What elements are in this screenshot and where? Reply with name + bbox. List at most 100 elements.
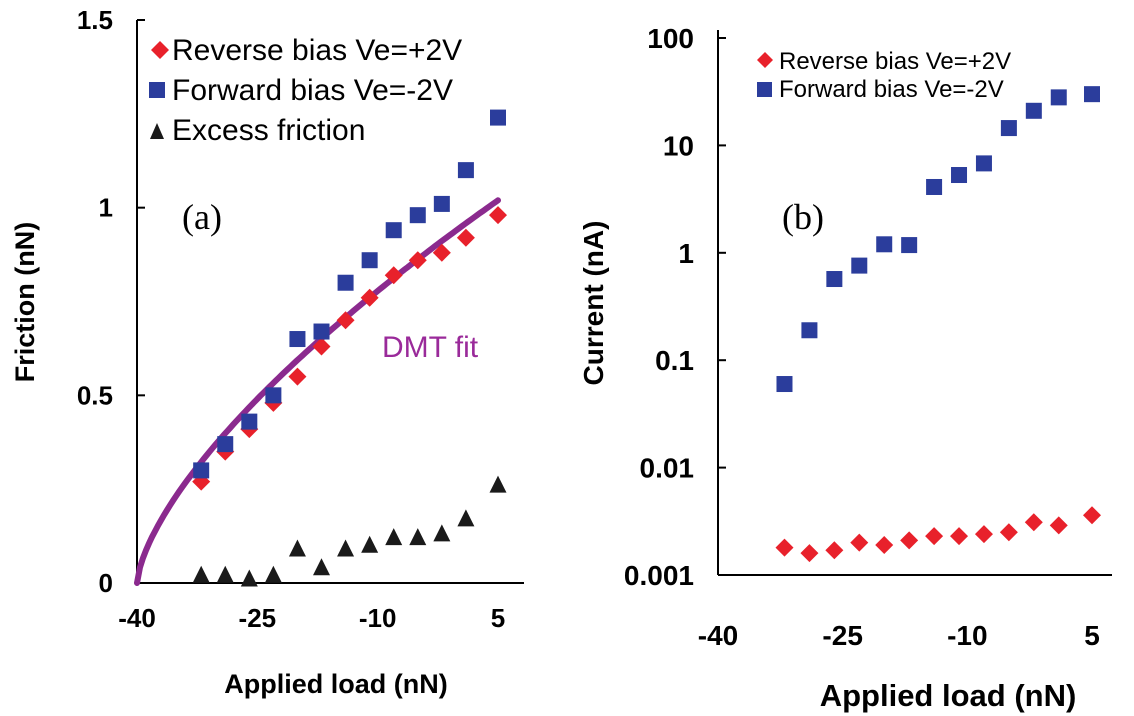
x-tick-label: -25: [239, 603, 277, 633]
x-tick-label: -25: [822, 620, 862, 651]
point-forward-bias: [1050, 89, 1067, 106]
point-reverse-bias: [489, 206, 507, 225]
point-forward-bias: [801, 322, 818, 339]
point-forward-bias: [217, 436, 234, 453]
point-excess-friction: [264, 565, 282, 583]
legend-marker-forward: [757, 82, 772, 97]
point-excess-friction: [337, 539, 355, 557]
y-tick-label: 0.1: [655, 345, 694, 376]
point-excess-friction: [489, 475, 507, 493]
x-axis-label: Applied load (nN): [820, 678, 1077, 713]
point-reverse-bias: [1024, 513, 1043, 532]
point-forward-bias: [951, 167, 968, 184]
x-tick-label: -10: [359, 603, 397, 633]
point-reverse-bias: [408, 251, 427, 270]
point-forward-bias: [241, 413, 258, 430]
panel-b: 0.001 0.01 0.1 1 10 100 -40 -25 -10 5 Current (n…: [578, 23, 1112, 713]
point-reverse-bias: [974, 525, 993, 544]
point-forward-bias: [313, 323, 330, 340]
point-reverse-bias: [336, 311, 355, 330]
x-axis-label: Applied load (nN): [224, 669, 447, 699]
point-excess-friction: [361, 535, 379, 553]
point-forward-bias: [1084, 86, 1100, 103]
y-tick-label: 0.001: [624, 560, 694, 591]
point-forward-bias: [901, 237, 918, 254]
point-reverse-bias: [456, 228, 475, 247]
y-tick-label: 1.5: [77, 5, 113, 35]
y-tick-label: 0.01: [640, 453, 695, 484]
data-points-group: [775, 86, 1101, 563]
point-excess-friction: [433, 524, 451, 542]
point-reverse-bias: [432, 243, 451, 262]
point-forward-bias: [1000, 120, 1017, 137]
x-tick-label: -40: [698, 620, 738, 651]
legend-marker-forward: [149, 82, 165, 98]
point-forward-bias: [490, 109, 506, 126]
point-forward-bias: [975, 155, 992, 172]
point-reverse-bias: [999, 523, 1018, 542]
point-excess-friction: [216, 565, 234, 583]
panel-a: 0 0.5 1 1.5 -40 -25 -10 5 Friction (nN) Applie…: [10, 5, 524, 699]
point-forward-bias: [361, 252, 378, 269]
point-reverse-bias: [775, 538, 794, 557]
point-reverse-bias: [312, 337, 331, 356]
point-reverse-bias: [950, 527, 969, 546]
x-tick-group: -40 -25 -10 5: [118, 603, 505, 633]
y-axis-label: Friction (nN): [10, 222, 40, 382]
point-forward-bias: [337, 274, 354, 291]
legend-label-forward: Forward bias Ve=-2V: [779, 76, 1004, 103]
point-excess-friction: [313, 558, 331, 576]
point-excess-friction: [457, 509, 475, 527]
point-reverse-bias: [825, 541, 844, 560]
y-tick-group: 0 0.5 1 1.5: [77, 5, 145, 598]
point-reverse-bias: [900, 531, 919, 550]
point-reverse-bias: [800, 544, 819, 563]
point-forward-bias: [826, 271, 843, 288]
point-reverse-bias: [1083, 506, 1101, 525]
legend-label-reverse: Reverse bias Ve=+2V: [172, 34, 462, 67]
point-forward-bias: [265, 387, 282, 404]
legend-marker-excess: [150, 123, 164, 139]
point-forward-bias: [926, 178, 943, 195]
point-excess-friction: [192, 565, 210, 583]
point-reverse-bias: [288, 367, 307, 386]
panel-label: (a): [182, 197, 222, 237]
fit-label: DMT fit: [382, 331, 479, 364]
point-forward-bias: [1025, 102, 1042, 119]
legend: Reverse bias Ve=+2V Forward bias Ve=-2V …: [149, 34, 462, 147]
y-tick-group: 0.001 0.01 0.1 1 10 100: [624, 23, 726, 591]
data-points-group: [192, 109, 507, 587]
point-forward-bias: [385, 222, 402, 239]
legend-label-reverse: Reverse bias Ve=+2V: [779, 48, 1011, 75]
point-reverse-bias: [925, 527, 944, 546]
point-reverse-bias: [850, 533, 869, 552]
legend: Reverse bias Ve=+2V Forward bias Ve=-2V: [757, 48, 1011, 103]
x-tick-group: -40 -25 -10 5: [698, 620, 1100, 651]
y-tick-label: 0: [99, 568, 113, 598]
x-tick-label: -40: [118, 603, 156, 633]
y-tick-label: 1: [678, 238, 694, 269]
y-tick-label: 1: [99, 193, 113, 223]
legend-marker-reverse: [151, 41, 169, 59]
legend-marker-reverse: [757, 52, 773, 68]
point-excess-friction: [240, 569, 258, 587]
y-axis-label: Current (nA): [578, 221, 609, 386]
point-reverse-bias: [875, 536, 894, 555]
y-tick-label: 10: [663, 130, 694, 161]
point-forward-bias: [457, 162, 474, 179]
point-reverse-bias: [360, 288, 379, 307]
x-tick-label: -10: [947, 620, 987, 651]
point-forward-bias: [776, 376, 793, 393]
legend-label-excess: Excess friction: [172, 114, 365, 147]
point-forward-bias: [433, 195, 450, 212]
y-tick-label: 0.5: [77, 380, 113, 410]
x-tick-label: 5: [491, 603, 505, 633]
point-reverse-bias: [384, 266, 403, 285]
panel-label: (b): [782, 197, 824, 237]
point-forward-bias: [876, 236, 893, 253]
point-excess-friction: [288, 539, 306, 557]
point-forward-bias: [289, 331, 306, 348]
point-excess-friction: [409, 528, 427, 546]
y-tick-label: 100: [647, 23, 694, 54]
point-excess-friction: [385, 528, 403, 546]
